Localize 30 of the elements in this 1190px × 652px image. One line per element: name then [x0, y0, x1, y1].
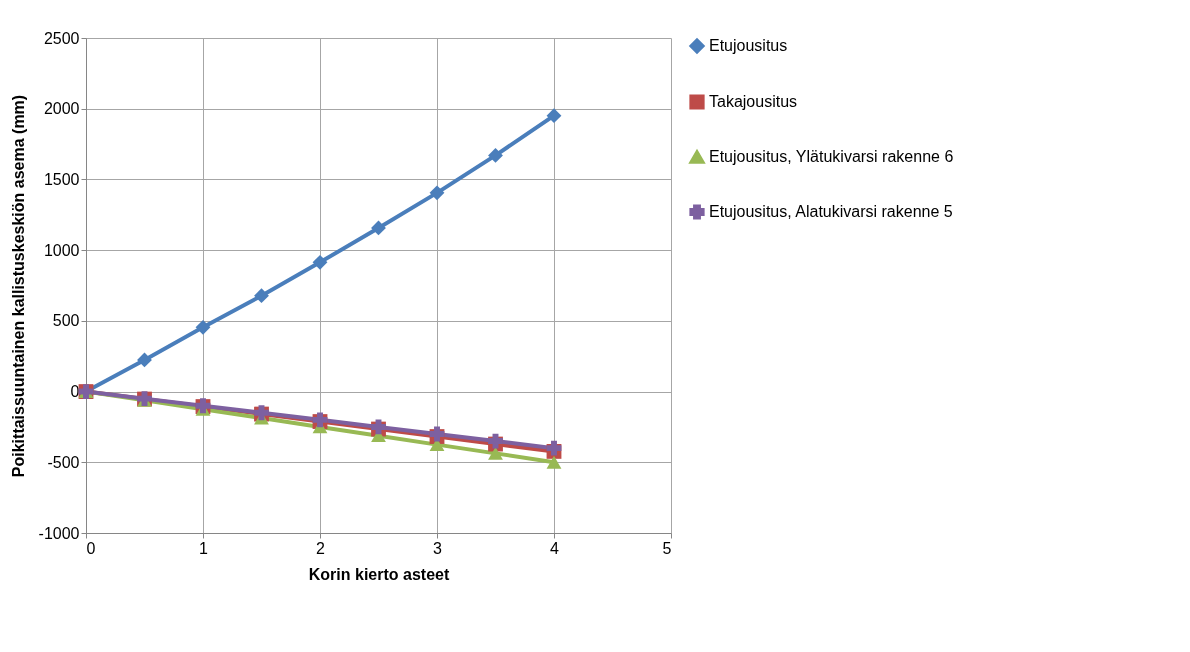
- point: [546, 108, 562, 124]
- y-tick-label: 2000: [43, 100, 80, 118]
- y-tick-label: 1500: [43, 170, 80, 188]
- x-tick-label: 4: [550, 539, 560, 557]
- point: [312, 254, 328, 270]
- point: [195, 319, 211, 335]
- point: [254, 288, 269, 304]
- y-tick-label: 0: [70, 383, 80, 401]
- legend-label: Etujousitus: [709, 37, 788, 54]
- y-axis-title: Poikittaissuuntainen kallistuskeskiön asema (mm): [9, 94, 27, 478]
- x-axis-title: Korin kierto asteet: [308, 565, 450, 583]
- point: [546, 455, 562, 469]
- y-tick-label: 500: [52, 312, 80, 330]
- y-tick-label: -500: [47, 453, 80, 471]
- legend-label: Etujousitus, Ylätukivarsi rakenne 6: [709, 148, 954, 165]
- point: [429, 185, 445, 201]
- x-tick-label: 3: [433, 539, 443, 557]
- x-tick-label: 2: [316, 539, 326, 557]
- x-tick-label: 0: [86, 539, 96, 557]
- y-tick-label: 1000: [43, 241, 80, 259]
- point: [488, 147, 503, 163]
- y-tick-label: 2500: [43, 29, 80, 47]
- point: [488, 446, 503, 460]
- y-tick-label: -1000: [38, 524, 80, 542]
- x-tick-label: 5: [662, 539, 672, 557]
- x-tick-label: 1: [199, 539, 209, 557]
- point: [371, 220, 386, 236]
- legend-label: Etujousitus, Alatukivarsi rakenne 5: [709, 203, 953, 220]
- legend-label: Takajousitus: [709, 93, 798, 110]
- point: [137, 352, 152, 368]
